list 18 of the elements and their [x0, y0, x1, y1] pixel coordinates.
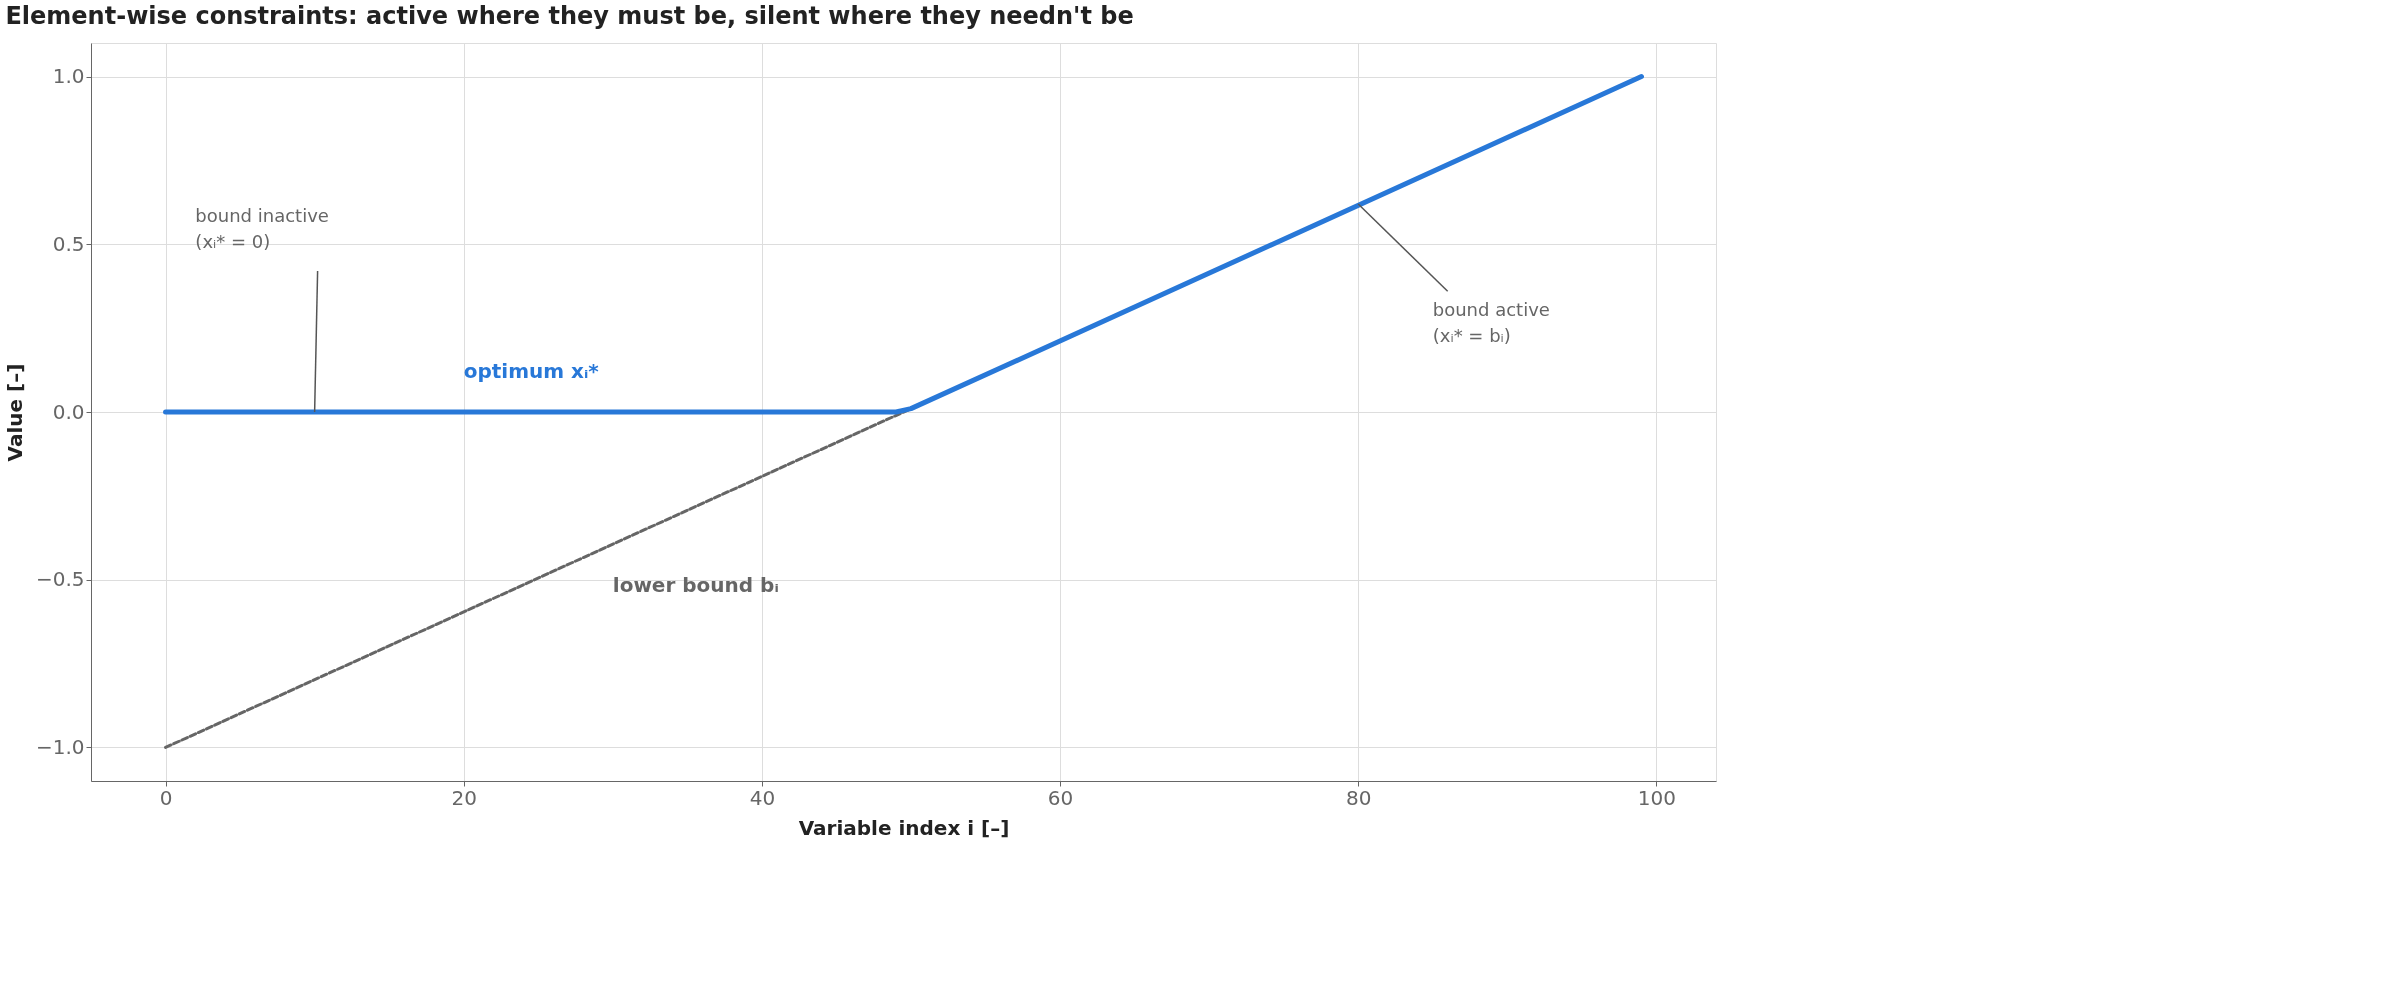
x-tick-label: 100 — [1637, 785, 1676, 810]
chart-title: Element-wise constraints: active where they must be, silent where they needn't be — [5, 2, 1134, 30]
y-axis-title: Value [–] — [2, 363, 27, 462]
x-tick-label: 80 — [1345, 785, 1372, 810]
x-tick-label: 20 — [451, 785, 477, 810]
y-tick-label: −0.5 — [35, 567, 85, 592]
annotation: bound inactive (xᵢ* = 0) — [195, 205, 329, 253]
y-tick-label: 0.5 — [52, 231, 85, 256]
x-tick-label: 60 — [1047, 785, 1074, 810]
x-axis-title: Variable index i [–] — [798, 815, 1010, 840]
x-tick-label: 40 — [749, 785, 776, 810]
y-tick-label: 1.0 — [52, 64, 85, 89]
y-tick-label: −1.0 — [35, 734, 85, 759]
annotation: bound active (xᵢ* = bᵢ) — [1432, 299, 1550, 347]
x-tick-label: 0 — [159, 785, 173, 810]
series-label: lower bound bᵢ — [612, 573, 779, 598]
y-tick-label: 0.0 — [52, 399, 85, 424]
series-label: optimum xᵢ* — [463, 358, 600, 383]
